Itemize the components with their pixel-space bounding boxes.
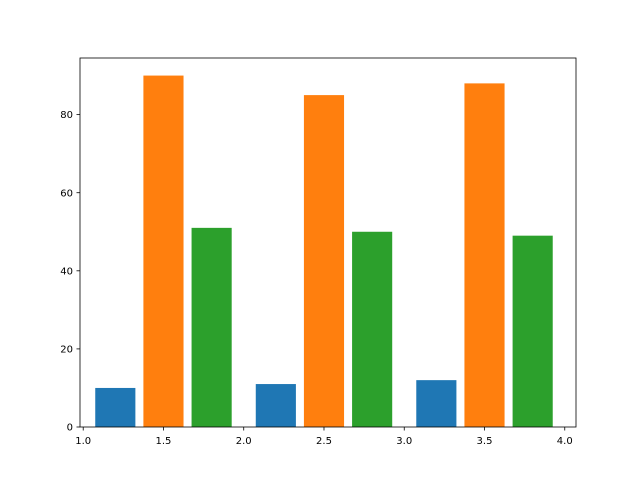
bar-series-1-point-1	[95, 387, 136, 427]
y-tick-label: 40	[60, 266, 73, 277]
y-tick-label: 0	[67, 423, 73, 434]
y-tick-label: 60	[60, 188, 73, 199]
bars-layer	[95, 75, 553, 427]
bar-series-3-point-2	[352, 231, 393, 427]
y-tick-label: 20	[60, 345, 73, 356]
y-tick-label: 80	[60, 110, 73, 121]
x-tick-label: 3.0	[396, 436, 412, 447]
x-tick-label: 1.0	[75, 436, 91, 447]
x-tick-label: 4.0	[557, 436, 573, 447]
x-tick-label: 1.5	[156, 436, 172, 447]
bar-series-2-point-2	[303, 95, 345, 427]
bar-series-2-point-1	[143, 75, 184, 427]
axes-layer: 1.0 1.5 2.0 2.5 3.0 3.5 4.0 0 20 40 60 80	[60, 57, 577, 447]
bar-series-1-point-2	[255, 384, 296, 427]
x-tick-label: 2.0	[236, 436, 252, 447]
x-tick-label: 3.5	[477, 436, 493, 447]
bar-series-1-point-3	[416, 380, 457, 427]
bar-series-3-point-1	[191, 227, 232, 427]
bar-series-3-point-3	[512, 235, 553, 427]
x-tick-label: 2.5	[316, 436, 332, 447]
plot-frame	[79, 57, 577, 428]
bar-series-2-point-3	[464, 83, 505, 427]
